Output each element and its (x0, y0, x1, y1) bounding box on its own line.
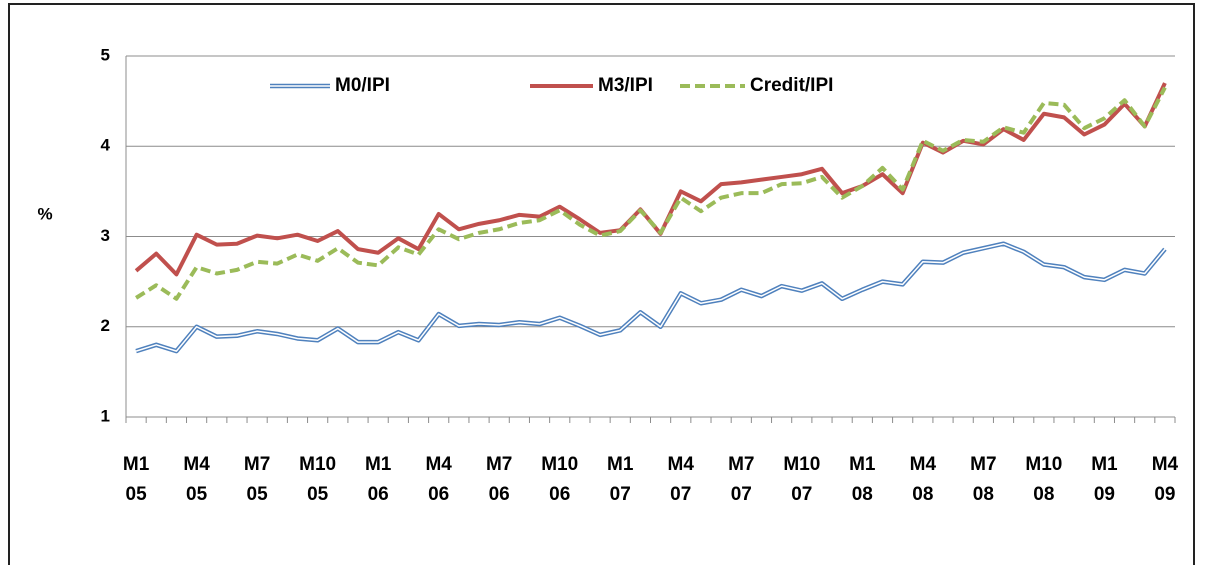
x-tick-label: M4 09 (1151, 454, 1179, 505)
x-tick-label: M7 05 (243, 454, 271, 505)
y-tick-label: 2 (101, 316, 110, 335)
x-tick-label: M1 05 (122, 454, 150, 505)
chart-border (8, 3, 1195, 565)
x-tick-label: M7 07 (728, 454, 755, 505)
x-tick-label: M1 07 (607, 454, 634, 505)
x-tick-label: M1 06 (364, 454, 392, 505)
x-tick-label: M10 07 (783, 454, 821, 505)
x-tick-label: M10 05 (299, 454, 337, 505)
x-tick-label: M1 08 (849, 454, 876, 505)
series-line (135, 86, 1167, 301)
x-tick-label: M7 08 (970, 454, 997, 505)
x-tick-label: M1 09 (1091, 454, 1118, 505)
x-tick-label: M4 05 (183, 454, 210, 505)
y-axis-label: % (37, 204, 52, 223)
legend-label: M3/IPI (598, 75, 653, 96)
legend-label: Credit/IPI (750, 75, 833, 96)
legend-label: M0/IPI (335, 75, 390, 96)
x-tick-label: M4 06 (425, 454, 452, 505)
x-tick-label: M4 07 (667, 454, 694, 505)
x-tick-label: M7 06 (485, 454, 513, 505)
x-tick-label: M4 08 (909, 454, 937, 505)
y-tick-label: 3 (101, 226, 110, 245)
x-tick-label: M10 08 (1025, 454, 1063, 505)
y-tick-label: 5 (101, 45, 110, 64)
x-tick-label: M10 06 (541, 454, 579, 505)
y-tick-label: 1 (101, 406, 110, 425)
y-tick-label: 4 (101, 136, 111, 155)
series-line-inner (135, 242, 1166, 352)
